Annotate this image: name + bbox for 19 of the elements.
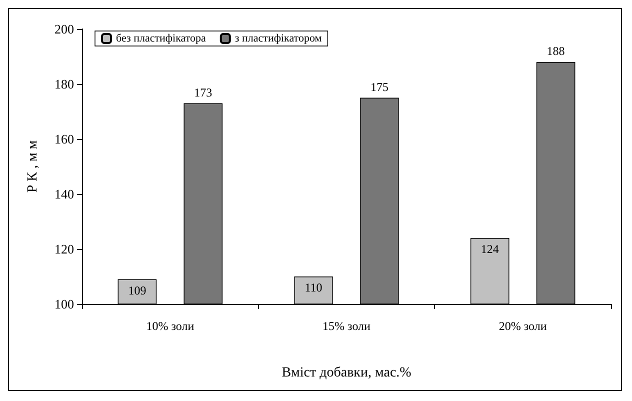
data-label: 109 (128, 283, 146, 298)
data-label: 173 (194, 85, 212, 100)
data-label: 110 (304, 280, 322, 294)
x-axis-title: Вміст добавки, мас.% (282, 366, 412, 380)
y-tick-label: 160 (54, 132, 74, 146)
legend-label: з пластифікатором (234, 32, 322, 44)
x-tick-label: 10% золи (146, 319, 195, 333)
y-tick-label: 100 (54, 296, 74, 312)
y-tick-label: 140 (54, 186, 74, 202)
x-tick-label: 20% золи (498, 319, 548, 333)
y-tick-label: 180 (54, 76, 74, 92)
y-tick-label: 120 (54, 242, 74, 256)
y-tick-label: 200 (54, 22, 74, 36)
data-label: 188 (546, 44, 565, 58)
x-tick-label: 15% золи (322, 319, 372, 333)
data-label: 175 (370, 80, 388, 94)
legend-label: без пластифікатора (116, 32, 206, 44)
data-label: 124 (480, 242, 499, 256)
y-axis-title: Р К , м м (26, 140, 40, 193)
